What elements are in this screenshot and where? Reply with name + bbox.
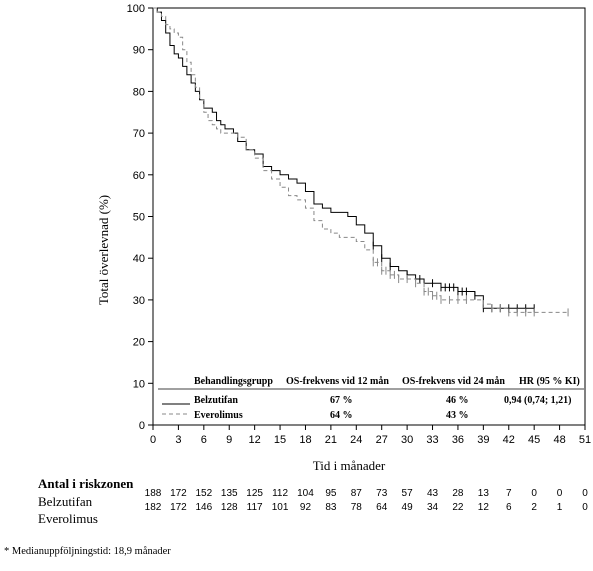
y-tick-label: 10 [133, 378, 145, 390]
risk-value: 2 [531, 502, 537, 513]
plot-frame [152, 7, 586, 426]
risk-value: 6 [505, 502, 512, 513]
x-tick-label: 24 [350, 434, 362, 446]
x-tick-label: 51 [579, 434, 591, 446]
x-tick-label: 39 [477, 434, 489, 446]
risk-value: 83 [325, 502, 337, 513]
risk-value: 172 [170, 488, 187, 499]
legend-box: Behandlingsgrupp OS-frekvens vid 12 mån … [158, 370, 584, 422]
x-tick-label: 21 [325, 434, 337, 446]
legend-header-os24: OS-frekvens vid 24 mån [402, 376, 505, 387]
legend-os12-belzutifan: 67 % [330, 395, 353, 406]
risk-value: 125 [246, 488, 263, 499]
y-axis-title: Total överlevnad (%) [96, 195, 111, 305]
risk-value: 7 [505, 488, 512, 499]
risk-value: 43 [426, 488, 439, 499]
legend-os12-everolimus: 64 % [330, 410, 353, 421]
risk-value: 104 [297, 488, 314, 499]
x-tick-label: 3 [175, 434, 181, 446]
risk-value: 34 [426, 502, 439, 513]
risk-value: 73 [376, 488, 388, 499]
risk-value: 13 [477, 488, 489, 499]
legend-group-belzutifan: Belzutifan [194, 395, 238, 406]
x-tick-label: 30 [401, 434, 413, 446]
risk-value: 188 [144, 488, 162, 499]
risk-value: 172 [170, 502, 187, 513]
series-line-everolimus [153, 7, 569, 313]
risk-value: 152 [195, 488, 213, 499]
y-tick-label: 90 [133, 45, 145, 57]
x-tick-label: 6 [201, 434, 207, 446]
x-tick-label: 45 [528, 434, 540, 446]
legend-os24-belzutifan: 46 % [446, 395, 469, 406]
x-tick-label: 9 [226, 434, 232, 446]
legend-group-everolimus: Everolimus [194, 410, 243, 421]
risk-value: 146 [195, 502, 213, 513]
risk-value: 0 [531, 488, 537, 499]
legend-header-os12: OS-frekvens vid 12 mån [286, 376, 389, 387]
risk-value: 28 [452, 488, 464, 499]
risk-value: 49 [401, 502, 413, 513]
x-tick-label: 27 [376, 434, 388, 446]
y-tick-label: 100 [127, 3, 145, 15]
risk-value: 78 [350, 502, 362, 513]
risk-value: 182 [144, 502, 162, 513]
x-tick-label: 48 [553, 434, 565, 446]
risk-value: 0 [582, 488, 588, 499]
risk-value: 128 [220, 502, 238, 513]
series-layer [153, 7, 569, 317]
risk-value: 117 [246, 502, 263, 513]
y-tick-label: 70 [133, 128, 145, 140]
risk-value: 1 [556, 502, 563, 513]
risk-value: 92 [299, 502, 312, 513]
risk-row-label-everolimus: Everolimus [38, 511, 98, 526]
x-tick-label: 12 [249, 434, 261, 446]
y-tick-label: 80 [133, 86, 145, 98]
risk-row-label-belzutifan: Belzutifan [38, 494, 93, 509]
legend-background [158, 370, 584, 422]
x-tick-label: 42 [503, 434, 515, 446]
y-tick-label: 40 [133, 253, 145, 265]
risk-value: 57 [401, 488, 413, 499]
risk-value: 0 [582, 502, 588, 513]
risk-value: 22 [452, 502, 464, 513]
legend-os24-everolimus: 43 % [446, 410, 469, 421]
footnote: * Medianuppföljningstid: 18,9 månader [4, 546, 171, 557]
y-tick-label: 30 [133, 295, 145, 307]
risk-value: 135 [220, 488, 238, 499]
y-tick-label: 20 [133, 337, 145, 349]
risk-table-title: Antal i riskzonen [38, 476, 134, 491]
x-tick-label: 36 [452, 434, 464, 446]
y-tick-label: 0 [139, 420, 145, 432]
x-axis-title: Tid i månader [313, 458, 386, 473]
y-tick-label: 50 [133, 212, 145, 224]
legend-hr-belzutifan: 0,94 (0,74; 1,21) [504, 395, 572, 406]
x-tick-label: 15 [274, 434, 286, 446]
risk-value: 12 [477, 502, 489, 513]
y-tick-label: 60 [133, 170, 145, 182]
series-line-belzutifan [153, 7, 535, 309]
legend-header-group: Behandlingsgrupp [194, 376, 273, 387]
x-tick-label: 0 [150, 434, 156, 446]
x-tick-label: 18 [299, 434, 311, 446]
x-tick-label: 33 [426, 434, 438, 446]
legend-header-hr: HR (95 % KI) [519, 376, 580, 387]
risk-value: 112 [272, 488, 289, 499]
risk-value: 0 [556, 488, 563, 499]
risk-value: 64 [376, 502, 388, 513]
risk-value: 101 [271, 502, 289, 513]
risk-value: 95 [325, 488, 337, 499]
risk-value: 87 [350, 488, 362, 499]
